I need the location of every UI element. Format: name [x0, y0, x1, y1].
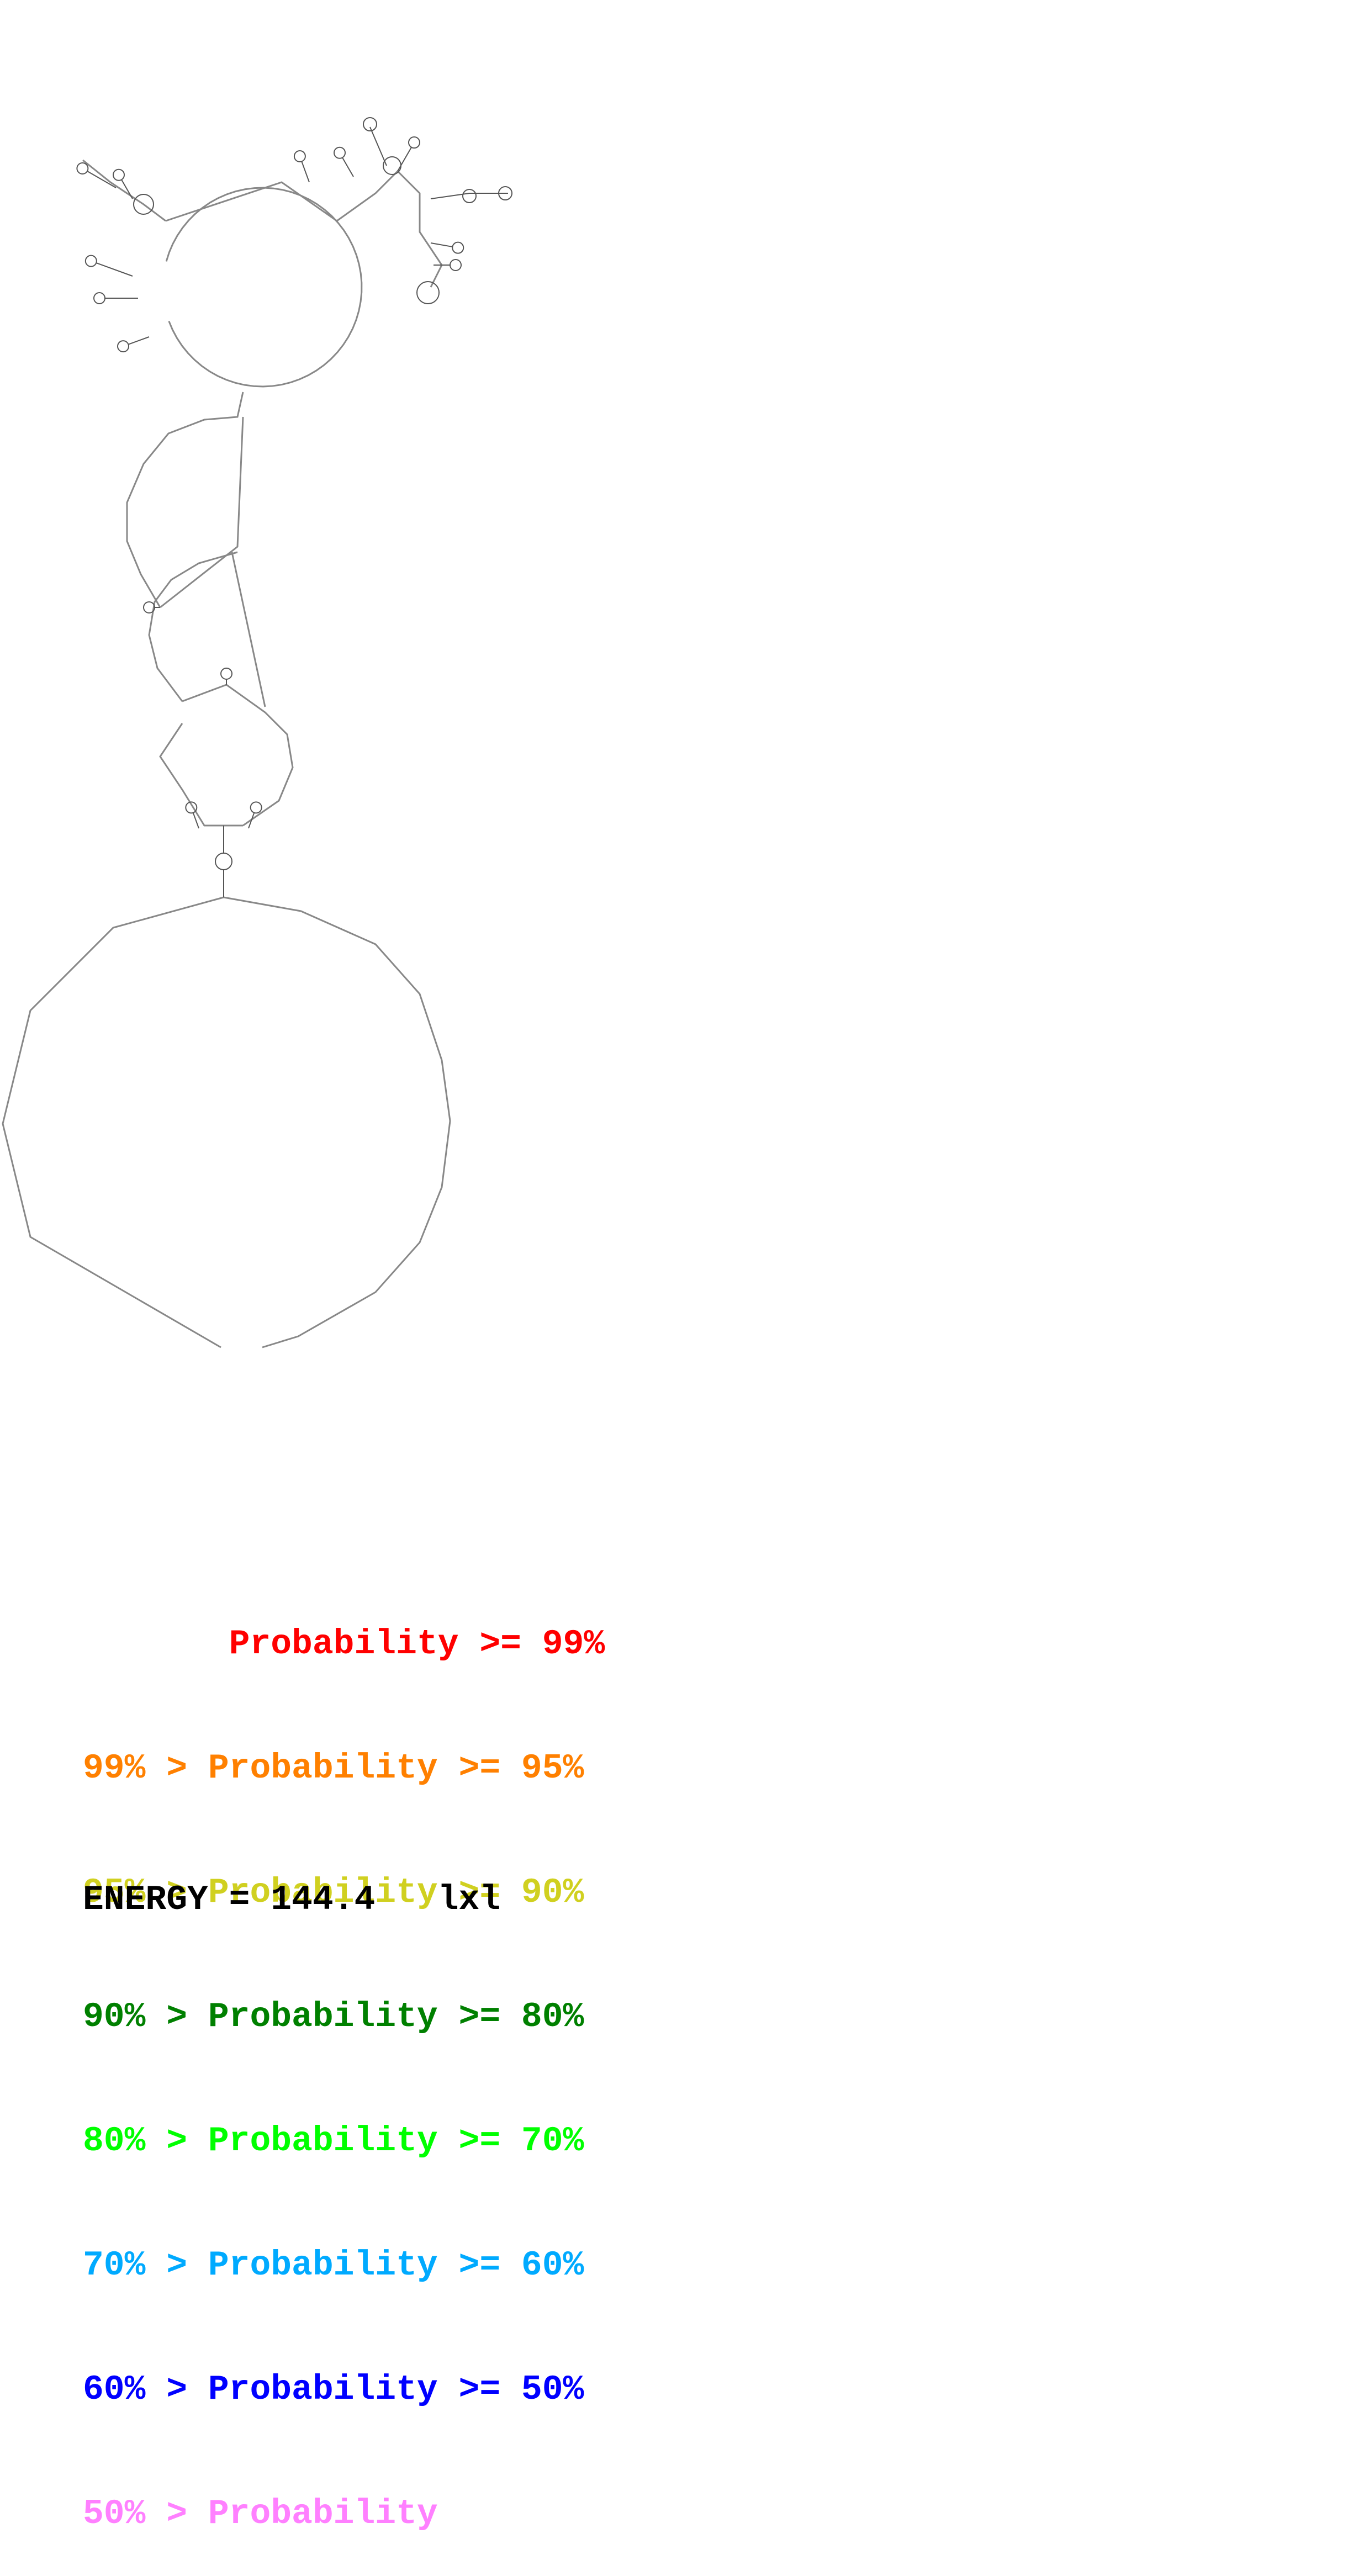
middle-loop-2-left	[148, 551, 238, 702]
legend-row-70: 80% > Probability >= 70%	[83, 2122, 584, 2161]
middle-loop-1-right	[160, 416, 244, 609]
hairpin-left-2-loop	[84, 255, 97, 267]
right-arm	[430, 193, 508, 199]
hairpin-large-right	[416, 281, 440, 304]
hairpin-mid-4-loop	[250, 801, 262, 814]
legend-row-99: Probability >= 99%	[83, 1625, 605, 1664]
middle-loop-1-left	[126, 392, 244, 608]
hairpin-ur-3	[397, 147, 412, 172]
top-multiloop-chord	[165, 181, 337, 222]
middle-loop-3-left	[159, 723, 243, 827]
legend-row-60: 70% > Probability >= 60%	[83, 2246, 584, 2285]
bottom-loop-left	[2, 896, 224, 1348]
hairpin-mid-1-loop	[143, 601, 155, 613]
upper-right-branch	[336, 170, 443, 288]
energy-line: ENERGY = 144.4 lxl	[83, 1880, 500, 1919]
hairpin-left-3	[128, 336, 150, 345]
hairpin-ul-1-loop	[76, 162, 89, 174]
hairpin-ul-1	[87, 171, 117, 188]
hairpin-ur-2-loop	[293, 150, 306, 163]
internal-loop-right	[462, 189, 477, 203]
hairpin-ur-1-loop	[334, 146, 346, 159]
hairpin-ur-top	[363, 117, 377, 131]
probability-legend: Probability >= 99% 99% > Probability >= …	[83, 1541, 605, 2576]
hairpin-ur-3-loop	[408, 136, 420, 149]
hairpin-ur-5-loop	[450, 259, 462, 271]
structure-name: lxl	[437, 1880, 501, 1919]
upper-left-branch	[82, 159, 166, 222]
hairpin-ul-2	[121, 179, 133, 199]
hairpin-mid-3-loop	[185, 801, 198, 814]
hairpin-ur-2	[301, 161, 310, 183]
legend-row-90: 95% > Probability >= 90%	[83, 1873, 584, 1912]
hairpin-ur-1	[342, 157, 354, 177]
middle-loop-3-right	[182, 684, 294, 827]
hairpin-right	[498, 186, 512, 200]
hairpin-left-3-loop	[117, 340, 130, 353]
rna-hairpins	[76, 117, 512, 897]
internal-loop-bottom-stem	[215, 853, 232, 870]
legend-row-80: 90% > Probability >= 80%	[83, 1997, 584, 2037]
legend-row-95: 99% > Probability >= 95%	[83, 1749, 584, 1788]
legend-row-50: 60% > Probability >= 50%	[83, 2370, 584, 2409]
internal-loop-ur	[383, 156, 401, 175]
rna-structure-diagram	[2, 117, 512, 1348]
hairpin-mid-2-loop	[220, 668, 232, 680]
top-multiloop	[165, 187, 363, 388]
hairpin-ur-4-loop	[452, 241, 464, 254]
rna-backbone	[2, 159, 451, 1348]
hairpin-left-1-loop	[93, 292, 105, 304]
upper-right-stem	[369, 126, 387, 166]
energy-value: ENERGY = 144.4	[83, 1880, 376, 1919]
middle-loop-2-right	[231, 552, 266, 707]
bottom-loop-right	[223, 896, 451, 1348]
legend-row-below-50: 50% > Probability	[83, 2494, 438, 2533]
hairpin-mid-4	[248, 812, 255, 829]
hairpin-ur-4	[430, 242, 453, 247]
internal-loop-ul	[133, 194, 154, 215]
hairpin-left-2	[96, 262, 133, 277]
hairpin-mid-3	[192, 812, 199, 829]
hairpin-ul-2-loop	[113, 168, 125, 181]
